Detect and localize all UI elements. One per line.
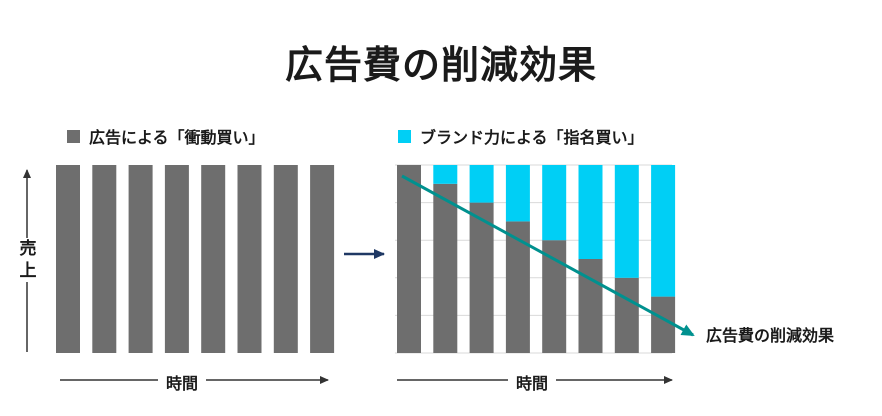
right-bar-impulse [542,240,567,353]
x-axis-label-right: 時間 [508,370,557,394]
slide-title: 広告費の削減効果 [284,43,597,87]
right-bar-brand [578,165,603,259]
left-bar [273,165,298,353]
right-bar-impulse [614,277,639,353]
left-bar [92,165,117,353]
right-bar-brand [542,165,567,241]
legend-impulse-buying: 広告による「衝動買い」 [67,124,265,148]
legend-swatch-cyan [398,129,411,143]
right-bar-impulse [505,221,530,353]
right-bar-impulse [651,296,676,353]
legend-label: ブランド力による「指名買い」 [420,128,644,147]
reduction-trend-arrow [401,174,695,337]
legend-label: 広告による「衝動買い」 [89,128,265,147]
legend-brand-buying: ブランド力による「指名買い」 [398,124,644,148]
right-bar-brand [614,165,639,278]
right-bar-impulse [433,183,458,353]
reduction-annotation: 広告費の削減効果 [706,326,835,345]
right-bar-impulse [397,165,421,353]
left-bar [56,165,80,353]
right-bar-impulse [469,202,494,353]
x-axis-label-left: 時間 [158,370,207,394]
legend-swatch-gray [67,129,80,143]
left-bar [128,165,153,353]
right-chart-bars [397,165,676,353]
right-bar-brand [433,165,458,184]
y-axis-label: 売上 [15,238,41,282]
right-bar-brand [651,165,676,297]
left-bar [164,165,189,353]
right-bar-brand [505,165,530,222]
left-bar [310,165,335,353]
left-chart-bars [56,165,335,353]
right-bar-brand [469,165,494,203]
left-bar [237,165,262,353]
left-bar [201,165,226,353]
